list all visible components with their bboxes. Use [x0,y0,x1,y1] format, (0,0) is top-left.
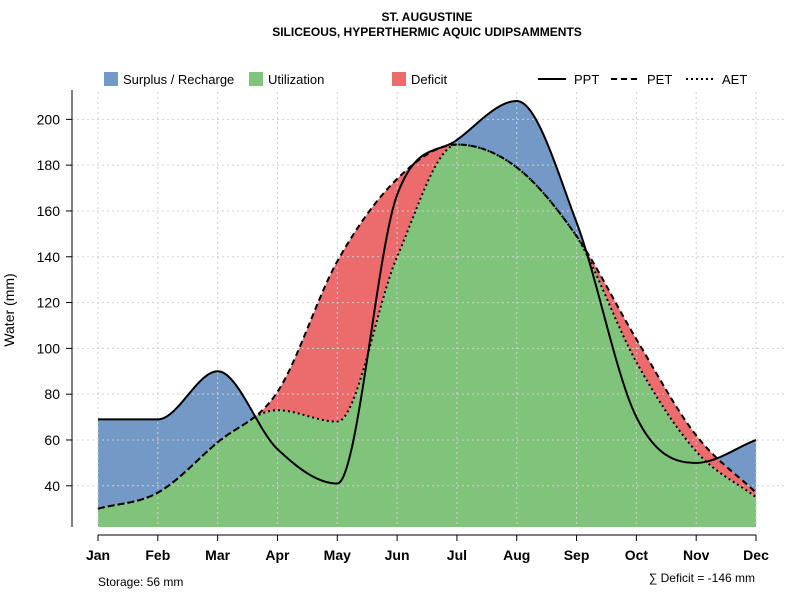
ppt-line [98,100,757,485]
storage-note: Storage: 56 mm [98,575,183,589]
x-tick-label-nov: Nov [683,547,710,563]
x-tick-label-apr: Apr [265,547,290,563]
legend-swatch [104,72,118,86]
grid [72,92,784,527]
x-tick-label-dec: Dec [743,547,769,563]
chart-subtitle: SILICEOUS, HYPERTHERMIC AQUIC UDIPSAMMEN… [272,25,582,39]
legend: Surplus / Recharge Utilization Deficit PPT P… [104,72,747,87]
y-tick-label: 60 [44,432,60,448]
y-tick-label: 100 [37,340,61,356]
y-tick-label: 40 [44,478,60,494]
legend-label: Surplus / Recharge [123,72,234,87]
series-lines [97,100,757,510]
area-fills [98,101,757,528]
legend-label: PET [647,72,672,87]
legend-label: Utilization [268,72,324,87]
pet-line [97,143,757,510]
y-tick-label: 120 [37,295,61,311]
x-tick-label-may: May [324,547,351,563]
x-tick-label-sep: Sep [564,547,590,563]
axes: 40 60 80 100 120 140 160 180 200 Jan Feb Mar Apr May J… [37,90,769,563]
x-tick-label-jul: Jul [447,547,467,563]
y-tick-label: 160 [37,203,61,219]
y-tick-label: 180 [37,157,61,173]
legend-label: Deficit [411,72,448,87]
x-tick-label-aug: Aug [503,547,530,563]
legend-swatch [392,72,406,86]
y-tick-label: 140 [37,249,61,265]
x-tick-label-oct: Oct [625,547,649,563]
plot-area [72,92,784,528]
chart-title: ST. AUGUSTINE [382,10,473,24]
y-tick-label: 200 [37,111,61,127]
legend-label: AET [722,72,747,87]
deficit-note: ∑ Deficit = -146 mm [649,571,755,585]
x-tick-label-mar: Mar [205,547,230,563]
surplus-area [98,101,757,509]
legend-swatch [249,72,263,86]
y-axis-label: Water (mm) [1,273,17,346]
deficit-area [98,144,757,509]
legend-label: PPT [574,72,599,87]
x-tick-label-jun: Jun [385,547,410,563]
y-tick-label: 80 [44,386,60,402]
utilization-area [98,144,757,528]
x-tick-label-jan: Jan [86,547,110,563]
x-tick-label-feb: Feb [145,547,170,563]
